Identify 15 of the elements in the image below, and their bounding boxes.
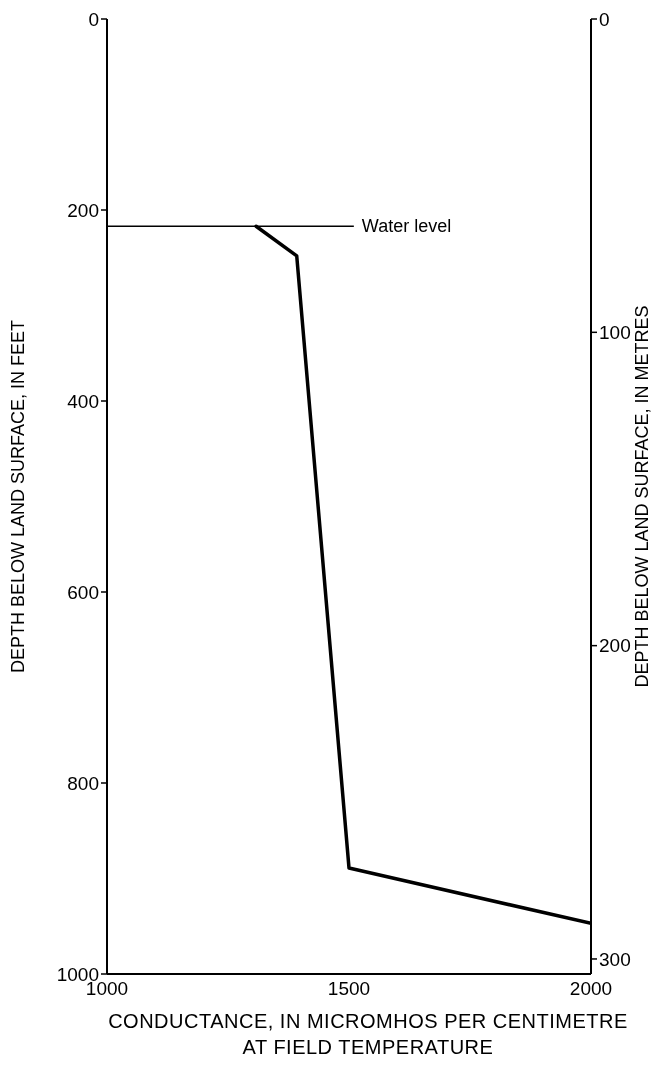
y-tick-label: 400 (67, 390, 99, 412)
y-tick-label: 200 (67, 199, 99, 221)
x-tick-label: 2000 (569, 978, 613, 1000)
y-tick-label: 800 (67, 772, 99, 794)
y-tick-label: 600 (67, 581, 99, 603)
x-axis-title: CONDUCTANCE, IN MICROMHOS PER CENTIMETRE AT FIELD TEMPERATURE (108, 1009, 628, 1060)
y-axis-title: DEPTH BELOW LAND SURFACE, IN FEET (8, 319, 29, 674)
y2-tick-label: 200 (599, 635, 631, 657)
y2-axis-title: DEPTH BELOW LAND SURFACE, IN METRES (632, 305, 653, 688)
y2-tick-label: 0 (599, 8, 610, 30)
x-tick-label: 1500 (327, 978, 371, 1000)
y-tick-label: 0 (88, 8, 99, 30)
y2-tick-label: 100 (599, 322, 631, 344)
ref-line-label: Water level (361, 216, 452, 237)
y2-tick-label: 300 (599, 948, 631, 970)
